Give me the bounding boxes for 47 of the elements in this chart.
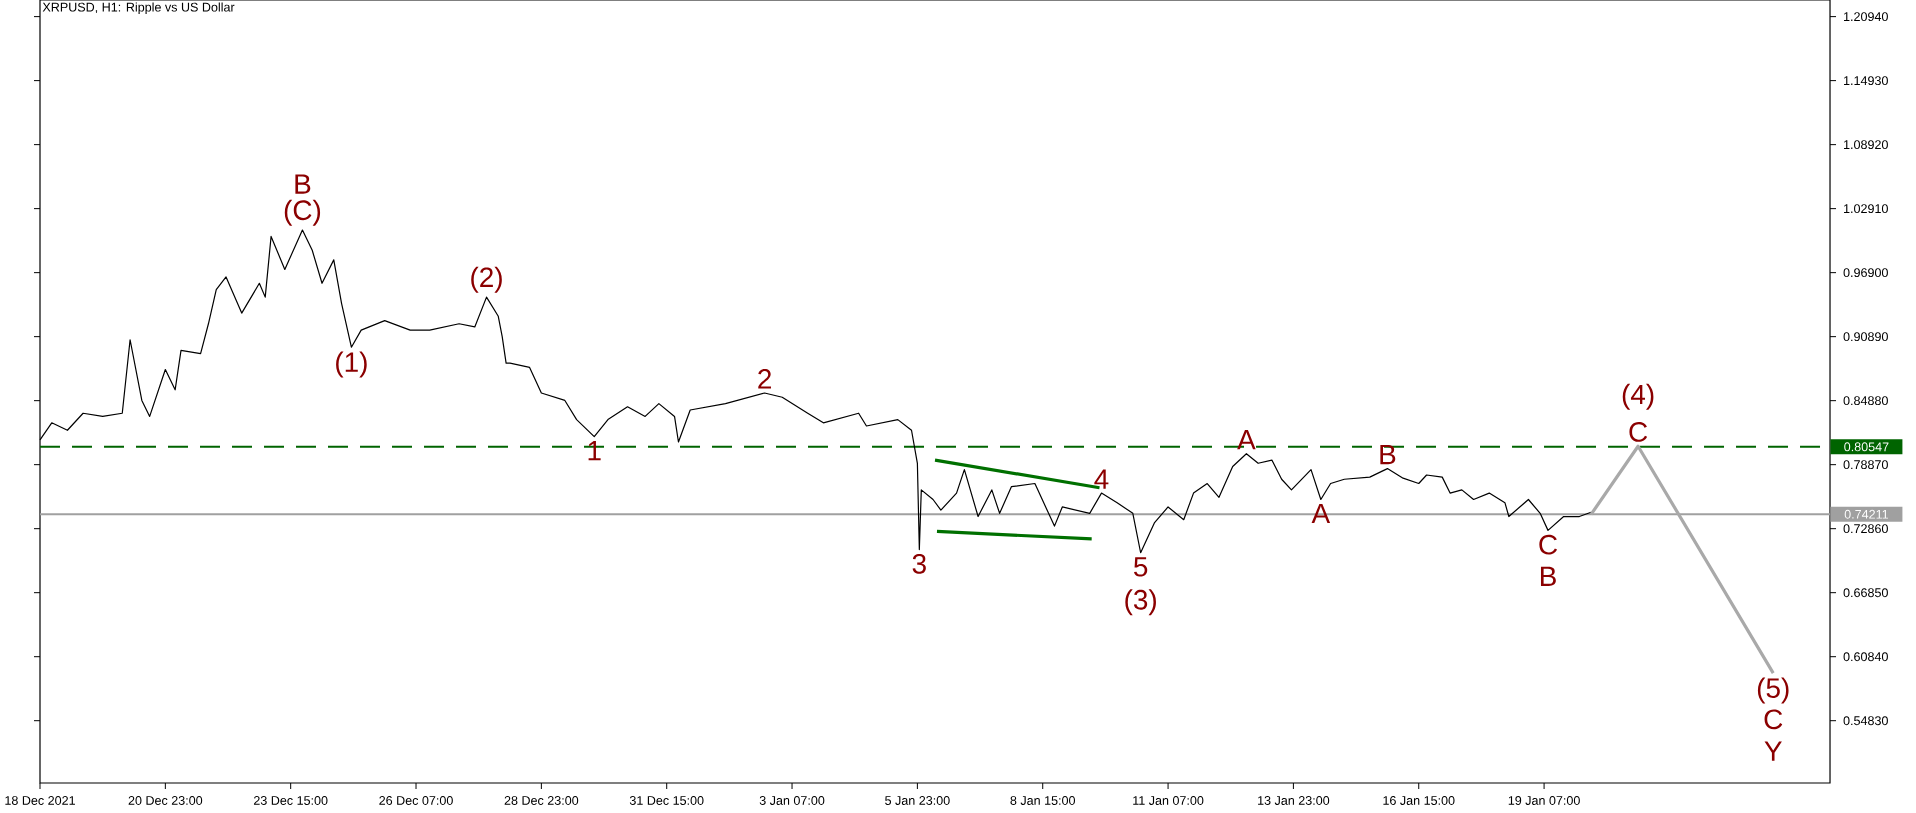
y-tick-label: 1.08920: [1844, 140, 1888, 150]
annotation: 2: [758, 369, 771, 389]
x-tick-label: 18 Dec 2021: [5, 796, 75, 805]
x-tick-label: 5 Jan 23:00: [885, 796, 950, 805]
y-tick-label: 0.72860: [1843, 524, 1888, 534]
annotation: B: [1380, 445, 1396, 465]
y-tick-label: 0.54830: [1843, 716, 1888, 726]
y-tick-label: 0.66850: [1843, 588, 1888, 598]
x-tick-label: 16 Jan 15:00: [1383, 796, 1455, 805]
x-tick-label: 13 Jan 23:00: [1258, 796, 1330, 805]
annotation: (2): [471, 266, 502, 293]
annotation: C: [1539, 534, 1558, 555]
y-tick-label: 1.14930: [1844, 76, 1888, 86]
annotation: 4: [1094, 469, 1109, 489]
annotation: (1): [336, 351, 367, 378]
annotation: C: [1764, 709, 1783, 730]
annotation: B: [295, 174, 311, 194]
x-tick-label: 19 Jan 07:00: [1508, 796, 1580, 805]
annotation: C: [1629, 422, 1648, 442]
x-tick-label: 31 Dec 15:00: [629, 796, 704, 805]
annotation: Y: [1764, 741, 1782, 761]
x-tick-label: 8 Jan 15:00: [1010, 796, 1076, 805]
x-tick-label: 28 Dec 23:00: [504, 796, 579, 805]
annotation: A: [1311, 503, 1331, 524]
annotation: A: [1237, 430, 1256, 450]
annotation: (5): [1757, 677, 1789, 704]
annotation: (C): [284, 199, 321, 226]
y-tick-label: 0.96900: [1843, 268, 1888, 278]
chart-title: XRPUSD, H1: Ripple vs US Dollar: [42, 2, 235, 15]
annotation: 5: [1134, 557, 1148, 577]
y-tick-label: 0.84880: [1843, 396, 1888, 406]
x-tick-label: 20 Dec 23:00: [128, 796, 203, 805]
annotation: (3): [1125, 589, 1156, 616]
y-tick-label: 1.20940: [1844, 12, 1888, 22]
annotation: (4): [1622, 383, 1654, 410]
y-tick-label: 1.02910: [1844, 204, 1888, 214]
ref-line-label: 0.80547: [1844, 442, 1889, 452]
x-tick-label: 26 Dec 07:00: [379, 796, 453, 805]
annotation: 3: [912, 553, 926, 574]
x-tick-label: 23 Dec 15:00: [253, 796, 328, 805]
y-tick-label: 0.78870: [1843, 460, 1888, 470]
annotation: B: [1540, 566, 1556, 586]
y-tick-label: 0.60840: [1843, 652, 1888, 662]
y-tick-label: 0.90890: [1843, 332, 1888, 342]
x-tick-label: 3 Jan 07:00: [759, 796, 825, 805]
ref-line-label: 0.74211: [1844, 509, 1889, 519]
x-tick-label: 11 Jan 07:00: [1133, 796, 1204, 805]
